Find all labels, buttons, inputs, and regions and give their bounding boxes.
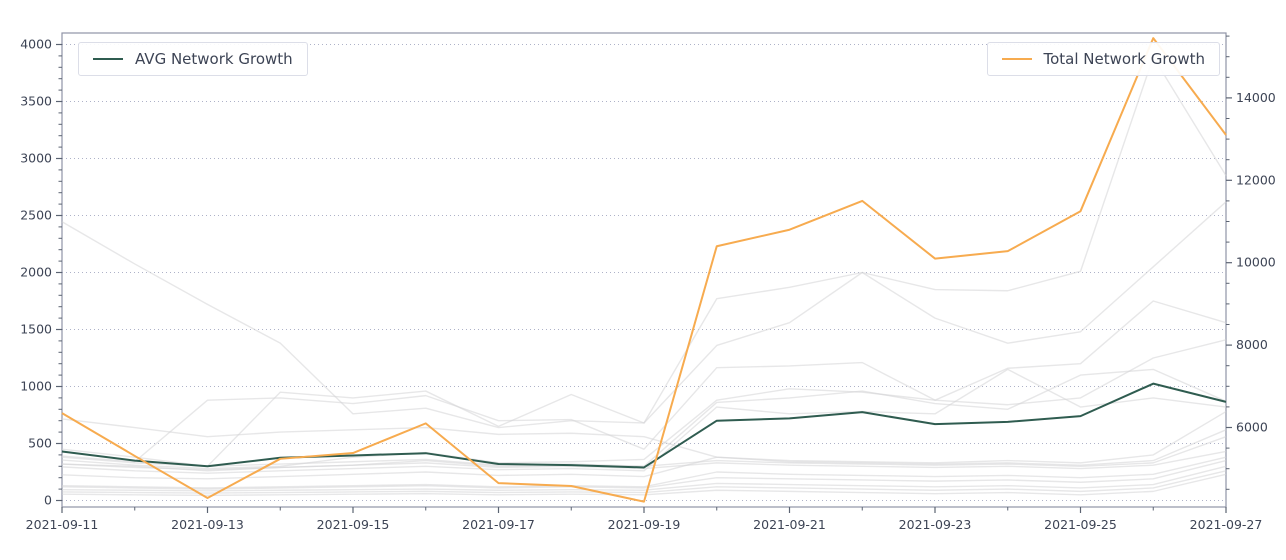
legend-avg-label: AVG Network Growth: [135, 50, 293, 68]
background-network-line: [61, 201, 1227, 467]
left-tick-label: 3000: [20, 151, 52, 166]
background-network-line: [61, 459, 1227, 490]
avg-line-swatch: [93, 58, 123, 60]
right-tick-label: 12000: [1236, 172, 1276, 187]
background-network-line: [61, 473, 1227, 497]
background-network-line: [61, 368, 1227, 474]
background-network-line: [61, 470, 1227, 494]
left-tick-label: 2000: [20, 265, 52, 280]
x-tick-label: 2021-09-13: [171, 517, 244, 532]
background-network-line: [61, 56, 1227, 429]
legend-total-label: Total Network Growth: [1043, 50, 1206, 68]
legend-avg-network-growth: AVG Network Growth: [78, 42, 308, 76]
x-tick-label: 2021-09-19: [608, 517, 681, 532]
x-tick-label: 2021-09-27: [1190, 517, 1263, 532]
x-tick-label: 2021-09-25: [1044, 517, 1117, 532]
left-tick-label: 1500: [20, 322, 52, 337]
legend-total-network-growth: Total Network Growth: [986, 42, 1220, 76]
right-tick-label: 14000: [1236, 90, 1276, 105]
total-line-swatch: [1001, 58, 1032, 60]
background-network-line: [61, 368, 1227, 472]
left-tick-label: 3500: [20, 94, 52, 109]
background-network-line: [61, 465, 1227, 492]
x-tick-label: 2021-09-11: [26, 517, 99, 532]
x-tick-label: 2021-09-21: [753, 517, 826, 532]
left-tick-label: 2500: [20, 208, 52, 223]
left-tick-label: 500: [28, 436, 52, 451]
left-tick-label: 4000: [20, 37, 52, 52]
avg-network-growth-line: [61, 382, 1227, 469]
background-network-line: [61, 429, 1227, 480]
right-tick-label: 6000: [1236, 420, 1268, 435]
right-tick-label: 8000: [1236, 337, 1268, 352]
background-network-line: [61, 450, 1227, 471]
right-tick-label: 10000: [1236, 255, 1276, 270]
background-network-line: [61, 410, 1227, 464]
background-network-line: [61, 300, 1227, 463]
left-tick-label: 1000: [20, 379, 52, 394]
x-tick-label: 2021-09-17: [462, 517, 535, 532]
x-tick-label: 2021-09-15: [317, 517, 390, 532]
background-network-line: [61, 339, 1227, 470]
background-network-line: [61, 456, 1227, 489]
x-tick-label: 2021-09-23: [899, 517, 972, 532]
total-network-growth-line: [61, 37, 1227, 503]
left-tick-label: 0: [44, 493, 52, 508]
